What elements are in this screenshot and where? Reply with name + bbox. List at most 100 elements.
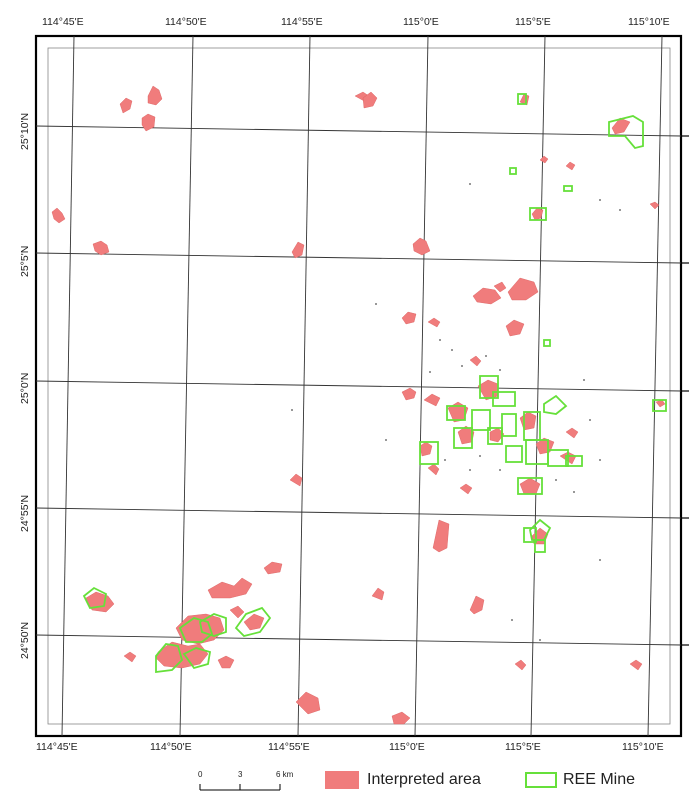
interpreted-patch (123, 651, 137, 663)
mine-outline (517, 93, 527, 105)
scale-tick-label: 6 km (276, 770, 294, 779)
interpreted-patch (401, 387, 417, 401)
interpreted-patch (217, 655, 235, 669)
scale-tick-label: 3 (238, 770, 243, 779)
interpreted-patch (427, 463, 440, 476)
mine-outline (652, 399, 667, 412)
meridian-line (179, 35, 194, 737)
mine-outline (479, 375, 499, 399)
lon-label: 114°55'E (268, 741, 310, 750)
interpreted-patch (432, 519, 450, 553)
interpreted-swatch (325, 771, 359, 789)
mine-outline (534, 539, 546, 553)
map-canvas: 114°45'E 114°50'E 114°55'E 115°0'E 115°5… (19, 16, 689, 750)
interpreted-patch (507, 277, 539, 301)
interpreted-patch (92, 240, 110, 256)
meridian-line (647, 35, 663, 737)
interpreted-patch (391, 711, 411, 725)
meridian-line (530, 35, 546, 737)
lat-label: 24°55'N (19, 495, 31, 532)
interpreted-patch (362, 91, 378, 109)
interpreted-patch (427, 317, 441, 328)
interpreted-patch (469, 355, 482, 367)
lon-label: 114°50'E (150, 741, 192, 750)
mine-outline (446, 405, 466, 421)
interpreted-patch (539, 155, 549, 164)
mine-outline (487, 427, 503, 445)
interpreted-patch (472, 287, 502, 305)
mine-outline (517, 477, 543, 495)
lon-label: 115°10'E (622, 741, 664, 750)
mine-outline (178, 617, 214, 643)
scale-bar: 0 3 6 km (196, 770, 306, 796)
mine-outline (453, 427, 473, 449)
parallel-line (35, 125, 682, 137)
mine-outline (543, 394, 568, 415)
interpreted-patch (423, 393, 441, 407)
interpreted-patch (457, 425, 475, 445)
lon-label: 115°5'E (515, 16, 551, 28)
interpreted-patch (371, 587, 385, 601)
interpreted-patch (459, 483, 473, 495)
interpreted-patch (119, 97, 133, 114)
ree-mines (82, 93, 667, 674)
parallel-line (35, 507, 682, 519)
interpreted-patch (243, 613, 265, 631)
mine-swatch (525, 772, 557, 788)
mine-outline (198, 613, 227, 637)
meridian-line (297, 35, 311, 737)
interpreted-patch (493, 281, 507, 293)
interpreted-patch (263, 561, 283, 575)
lon-label: 114°55'E (281, 16, 323, 28)
meridian-line (61, 35, 75, 737)
right-ticks (681, 135, 689, 646)
mine-outline (563, 185, 573, 192)
map-neatline (47, 47, 671, 725)
lat-label: 25°10'N (19, 113, 31, 150)
map-view[interactable]: 114°45'E 114°50'E 114°55'E 115°0'E 115°5… (0, 0, 693, 750)
interpreted-patch (295, 691, 321, 715)
mine-outline (529, 207, 547, 221)
parallel-line (35, 380, 682, 392)
interpreted-patch (147, 85, 163, 106)
scale-tick-label: 0 (198, 770, 203, 779)
parallel-line (35, 634, 682, 646)
lon-label: 114°50'E (165, 16, 207, 28)
mine-outline (608, 115, 644, 150)
mine-outline (234, 606, 272, 637)
lon-label: 114°45'E (36, 741, 78, 750)
mine-outline (419, 441, 439, 465)
graticule (35, 35, 682, 737)
mine-outline (523, 527, 537, 543)
legend-mine-label: REE Mine (563, 771, 636, 788)
meridian-line (414, 35, 429, 737)
interpreted-patch (531, 207, 544, 221)
mine-outline (547, 449, 569, 467)
lon-label: 115°0'E (403, 16, 439, 28)
interpreted-patch (51, 207, 66, 224)
interpreted-patch (141, 113, 156, 132)
lon-label: 115°10'E (628, 16, 670, 28)
interpreted-patch (629, 659, 643, 671)
lat-label: 24°50'N (19, 622, 31, 659)
legend-ree-mine: REE Mine (525, 771, 635, 789)
mine-outline (543, 339, 551, 347)
interpreted-patch (412, 237, 431, 256)
mine-outline (529, 518, 552, 541)
interpreted-patch (401, 311, 417, 325)
lon-label: 114°45'E (42, 16, 84, 28)
interpreted-patch (565, 427, 579, 439)
legend-interpreted-label: Interpreted area (367, 771, 481, 788)
mine-outline (471, 409, 491, 431)
mine-outline (182, 647, 212, 670)
lat-label: 25°0'N (19, 373, 31, 404)
interpreted-patch (469, 595, 485, 615)
mine-outline (155, 643, 184, 674)
interpreted-patch (291, 241, 305, 259)
lon-label: 115°5'E (505, 741, 541, 750)
lon-label: 115°0'E (389, 741, 425, 750)
mine-outline (565, 455, 583, 467)
interpreted-patch (519, 477, 541, 495)
lat-label: 25°5'N (19, 246, 31, 277)
interpreted-areas (51, 85, 666, 725)
